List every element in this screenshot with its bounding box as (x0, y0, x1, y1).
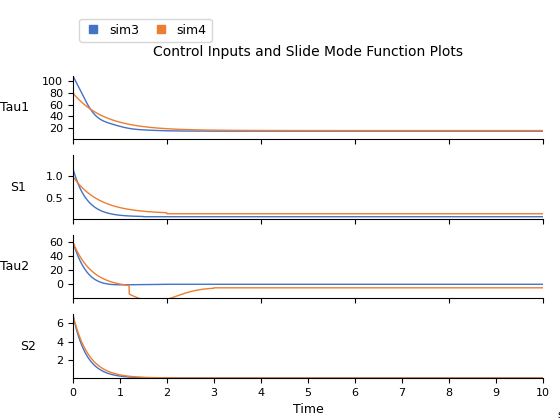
Text: Control Inputs and Slide Mode Function Plots: Control Inputs and Slide Mode Function P… (153, 45, 463, 59)
X-axis label: Time: Time (293, 403, 323, 416)
Y-axis label: Tau2: Tau2 (0, 260, 29, 273)
Text: sec: sec (557, 410, 560, 420)
Y-axis label: Tau1: Tau1 (0, 101, 29, 114)
Y-axis label: S1: S1 (10, 181, 26, 194)
Legend: sim3, sim4: sim3, sim4 (79, 19, 212, 42)
Y-axis label: S2: S2 (20, 340, 36, 353)
